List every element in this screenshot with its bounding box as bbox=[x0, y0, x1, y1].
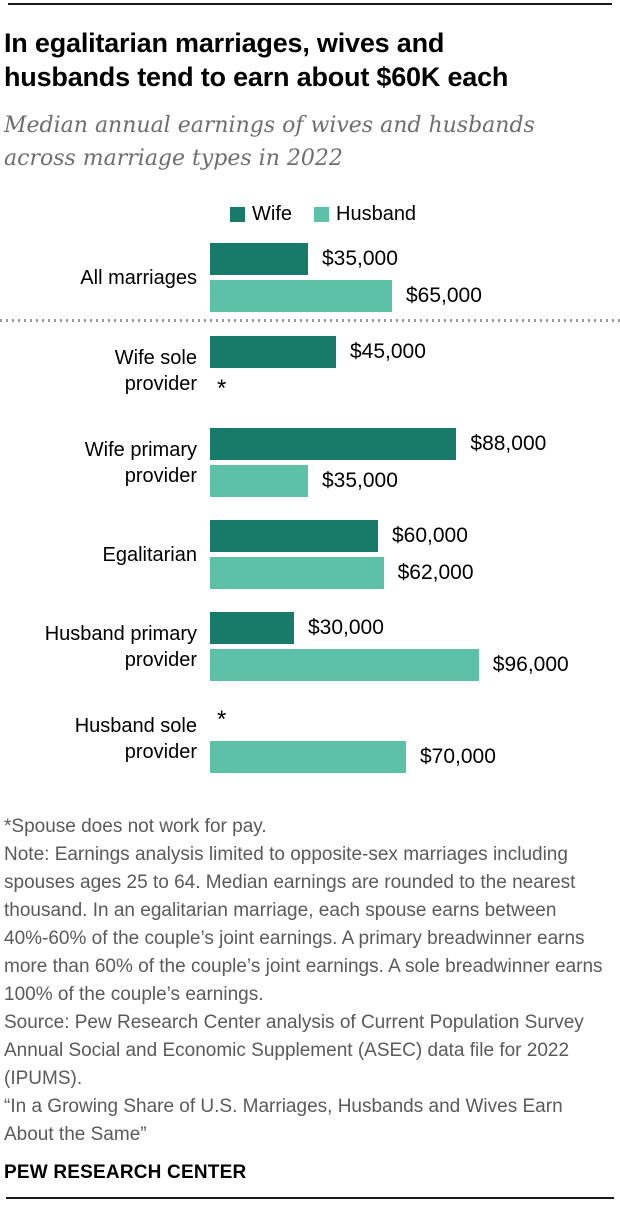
legend-swatch-husband bbox=[314, 207, 329, 222]
footnote-asterisk: *Spouse does not work for pay. bbox=[4, 816, 267, 837]
value-label: $88,000 bbox=[470, 432, 547, 455]
husband-bar bbox=[210, 280, 392, 312]
value-label: $62,000 bbox=[397, 561, 474, 584]
husband-row: $35,000 bbox=[210, 465, 620, 497]
chart-group: Wife sole provider $45,000 * bbox=[0, 336, 620, 405]
chart-group: Husband sole provider * $70,000 bbox=[0, 704, 620, 773]
husband-bar bbox=[210, 465, 308, 497]
legend-label: Wife bbox=[252, 203, 292, 225]
chart-legend: Wife Husband bbox=[230, 203, 620, 226]
value-label: $35,000 bbox=[322, 469, 398, 492]
husband-row: * bbox=[210, 373, 620, 405]
husband-bar bbox=[210, 649, 479, 681]
bar-rows: $88,000 $35,000 bbox=[210, 428, 620, 497]
husband-row: $65,000 bbox=[210, 280, 620, 312]
category-label: All marriages bbox=[0, 243, 210, 312]
category-label-text: Egalitarian bbox=[102, 543, 197, 566]
wife-bar bbox=[210, 428, 457, 460]
chart-title: In egalitarian marriages, wives and husb… bbox=[4, 28, 509, 92]
bar-chart: All marriages $35,000 $65,000 Wife sole prov… bbox=[0, 243, 620, 773]
legend-item-wife: Wife bbox=[230, 203, 292, 226]
footnotes: *Spouse does not work for pay. Note: Ear… bbox=[4, 813, 612, 1149]
wife-bar bbox=[210, 336, 336, 368]
category-label: Husband primary provider bbox=[0, 612, 210, 681]
category-label-text: Husband sole provider bbox=[74, 714, 197, 763]
husband-row: $96,000 bbox=[210, 649, 620, 681]
bar-rows: $60,000 $62,000 bbox=[210, 520, 620, 589]
value-label: $35,000 bbox=[322, 247, 398, 270]
husband-bar bbox=[210, 557, 384, 589]
asterisk-marker: * bbox=[217, 375, 227, 402]
footnote-report-title: “In a Growing Share of U.S. Marriages, H… bbox=[4, 1096, 563, 1145]
legend-item-husband: Husband bbox=[314, 203, 416, 226]
husband-row: $70,000 bbox=[210, 741, 620, 773]
chart-group: Husband primary provider $30,000 $96,000 bbox=[0, 612, 620, 681]
category-label: Wife sole provider bbox=[0, 336, 210, 405]
wife-bar bbox=[210, 520, 378, 552]
footnote-source: Source: Pew Research Center analysis of … bbox=[4, 1012, 584, 1089]
bar-rows: * $70,000 bbox=[210, 704, 620, 773]
top-border-rule bbox=[8, 3, 612, 5]
bottom-border-rule bbox=[6, 1197, 614, 1199]
legend-swatch-wife bbox=[230, 207, 245, 222]
dotted-divider bbox=[0, 319, 620, 322]
value-label: $30,000 bbox=[308, 616, 384, 639]
asterisk-marker: * bbox=[217, 706, 227, 733]
category-label-text: All marriages bbox=[80, 266, 197, 289]
footnote-note: Note: Earnings analysis limited to oppos… bbox=[4, 844, 603, 1005]
value-label: $60,000 bbox=[392, 524, 468, 547]
value-label: $96,000 bbox=[492, 653, 569, 676]
category-label-text: Wife primary provider bbox=[84, 438, 197, 487]
wife-row: $88,000 bbox=[210, 428, 620, 460]
chart-group: Wife primary provider $88,000 $35,000 bbox=[0, 428, 620, 497]
category-label-text: Wife sole provider bbox=[114, 346, 197, 395]
legend-label: Husband bbox=[336, 203, 417, 225]
category-label: Egalitarian bbox=[0, 520, 210, 589]
husband-row: $62,000 bbox=[210, 557, 620, 589]
wife-bar bbox=[210, 612, 294, 644]
chart-group: Egalitarian $60,000 $62,000 bbox=[0, 520, 620, 589]
wife-row: $30,000 bbox=[210, 612, 620, 644]
chart-subtitle: Median annual earnings of wives and husb… bbox=[4, 113, 535, 171]
bar-rows: $45,000 * bbox=[210, 336, 620, 405]
wife-row: $35,000 bbox=[210, 243, 620, 275]
category-label-text: Husband primary provider bbox=[44, 622, 197, 671]
wife-row: * bbox=[210, 704, 620, 736]
category-label: Husband sole provider bbox=[0, 704, 210, 773]
value-label: $45,000 bbox=[350, 340, 426, 363]
value-label: $70,000 bbox=[420, 745, 496, 768]
husband-bar bbox=[210, 741, 406, 773]
category-label: Wife primary provider bbox=[0, 428, 210, 497]
chart-group: All marriages $35,000 $65,000 bbox=[0, 243, 620, 312]
wife-row: $45,000 bbox=[210, 336, 620, 368]
wife-row: $60,000 bbox=[210, 520, 620, 552]
wife-bar bbox=[210, 243, 308, 275]
value-label: $65,000 bbox=[406, 284, 482, 307]
bar-rows: $30,000 $96,000 bbox=[210, 612, 620, 681]
bar-rows: $35,000 $65,000 bbox=[210, 243, 620, 312]
pew-branding: PEW RESEARCH CENTER bbox=[4, 1162, 247, 1183]
